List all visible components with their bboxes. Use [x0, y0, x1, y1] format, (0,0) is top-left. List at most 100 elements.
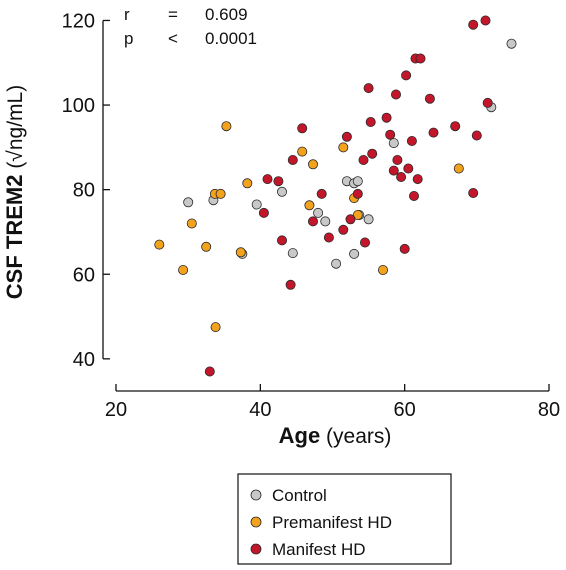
data-point-manifest-hd — [450, 121, 461, 132]
stat-r-label: r — [124, 5, 130, 24]
data-point-manifest-hd — [471, 130, 482, 141]
data-point-premanifest-hd — [307, 159, 318, 170]
data-point-manifest-hd — [297, 123, 308, 134]
y-axis-title: CSF TREM2 (√ng/mL) — [2, 85, 27, 299]
data-point-premanifest-hd — [186, 218, 197, 229]
data-point-premanifest-hd — [297, 146, 308, 157]
data-point-premanifest-hd — [377, 264, 388, 275]
data-point-premanifest-hd — [352, 209, 363, 220]
x-axis-title-main: Age — [279, 423, 321, 448]
legend-label-premanifest-hd: Premanifest HD — [272, 513, 392, 532]
data-point-premanifest-hd — [235, 247, 246, 258]
legend-items: Control Premanifest HD Manifest HD — [250, 486, 392, 559]
legend-label-manifest-hd: Manifest HD — [272, 540, 366, 559]
data-point-manifest-hd — [323, 232, 334, 243]
data-point-manifest-hd — [406, 135, 417, 146]
x-tick-label: 80 — [538, 399, 560, 421]
data-point-manifest-hd — [401, 70, 412, 81]
data-point-manifest-hd — [258, 207, 269, 218]
data-point-manifest-hd — [273, 176, 284, 187]
data-point-manifest-hd — [412, 174, 423, 185]
data-point-manifest-hd — [316, 188, 327, 199]
legend-marker-manifest-hd — [250, 543, 262, 555]
data-point-premanifest-hd — [453, 163, 464, 174]
data-point-manifest-hd — [424, 93, 435, 104]
data-point-manifest-hd — [415, 53, 426, 64]
data-point-manifest-hd — [396, 171, 407, 182]
y-tick-label: 80 — [73, 180, 95, 202]
data-point-manifest-hd — [367, 148, 378, 159]
data-point-premanifest-hd — [178, 264, 189, 275]
legend-marker-premanifest-hd — [250, 516, 262, 528]
y-tick-label: 120 — [62, 10, 95, 32]
data-point-manifest-hd — [204, 366, 215, 377]
legend-marker-control — [250, 489, 262, 501]
x-tick-label: 20 — [105, 399, 127, 421]
data-point-manifest-hd — [428, 127, 439, 138]
data-point-manifest-hd — [390, 89, 401, 100]
data-point-control — [313, 207, 324, 218]
data-point-manifest-hd — [399, 243, 410, 254]
data-point-manifest-hd — [352, 188, 363, 199]
data-point-premanifest-hd — [201, 241, 212, 252]
data-point-manifest-hd — [365, 117, 376, 128]
stat-p-operator: < — [168, 29, 178, 48]
data-point-manifest-hd — [287, 154, 298, 165]
stat-r-operator: = — [168, 5, 178, 24]
legend-label-control: Control — [272, 486, 327, 505]
stats-annotation: r = 0.609 p < 0.0001 — [124, 5, 257, 48]
data-point-control — [320, 216, 331, 227]
data-point-manifest-hd — [307, 216, 318, 227]
data-point-manifest-hd — [359, 237, 370, 248]
data-point-premanifest-hd — [215, 188, 226, 199]
data-point-manifest-hd — [385, 129, 396, 140]
data-point-control — [251, 199, 262, 210]
y-tick-label: 100 — [62, 95, 95, 117]
data-point-manifest-hd — [285, 279, 296, 290]
data-point-manifest-hd — [341, 131, 352, 142]
data-point-manifest-hd — [262, 174, 273, 185]
data-point-manifest-hd — [482, 97, 493, 108]
data-point-control — [349, 248, 360, 259]
data-point-control — [352, 176, 363, 187]
data-point-manifest-hd — [345, 214, 356, 225]
data-point-control — [331, 258, 342, 269]
y-axis-title-unit: (√ng/mL) — [4, 85, 27, 175]
data-points-layer — [154, 15, 517, 377]
x-tick-label: 60 — [394, 399, 416, 421]
data-point-premanifest-hd — [242, 178, 253, 189]
data-point-manifest-hd — [358, 154, 369, 165]
data-point-manifest-hd — [468, 187, 479, 198]
data-point-manifest-hd — [408, 190, 419, 201]
x-tick-label: 40 — [249, 399, 271, 421]
data-point-manifest-hd — [392, 154, 403, 165]
data-point-manifest-hd — [480, 15, 491, 26]
data-point-manifest-hd — [338, 224, 349, 235]
data-point-control — [276, 186, 287, 197]
y-tick-label: 60 — [73, 264, 95, 286]
data-point-control — [287, 248, 298, 259]
legend: Control Premanifest HD Manifest HD — [237, 473, 452, 565]
data-point-premanifest-hd — [154, 239, 165, 250]
data-point-premanifest-hd — [338, 142, 349, 153]
data-point-manifest-hd — [276, 235, 287, 246]
stat-p-label: p — [124, 29, 133, 48]
data-point-manifest-hd — [388, 165, 399, 176]
stat-r-value: 0.609 — [205, 5, 248, 24]
data-point-premanifest-hd — [221, 121, 232, 132]
data-point-manifest-hd — [363, 83, 374, 94]
x-axis-title: Age (years) — [279, 423, 392, 448]
data-point-control — [388, 138, 399, 149]
y-axis-title-main: CSF TREM2 — [2, 175, 27, 300]
stat-p-value: 0.0001 — [205, 29, 257, 48]
y-tick-label: 40 — [73, 349, 95, 371]
data-point-manifest-hd — [381, 112, 392, 123]
data-point-premanifest-hd — [304, 200, 315, 211]
data-point-premanifest-hd — [210, 322, 221, 333]
x-axis-title-unit: (years) — [320, 425, 391, 448]
axes-layer: 20 40 60 80 40 60 80 100 120 — [62, 10, 561, 421]
legend-box — [237, 473, 452, 565]
data-point-control — [183, 197, 194, 208]
